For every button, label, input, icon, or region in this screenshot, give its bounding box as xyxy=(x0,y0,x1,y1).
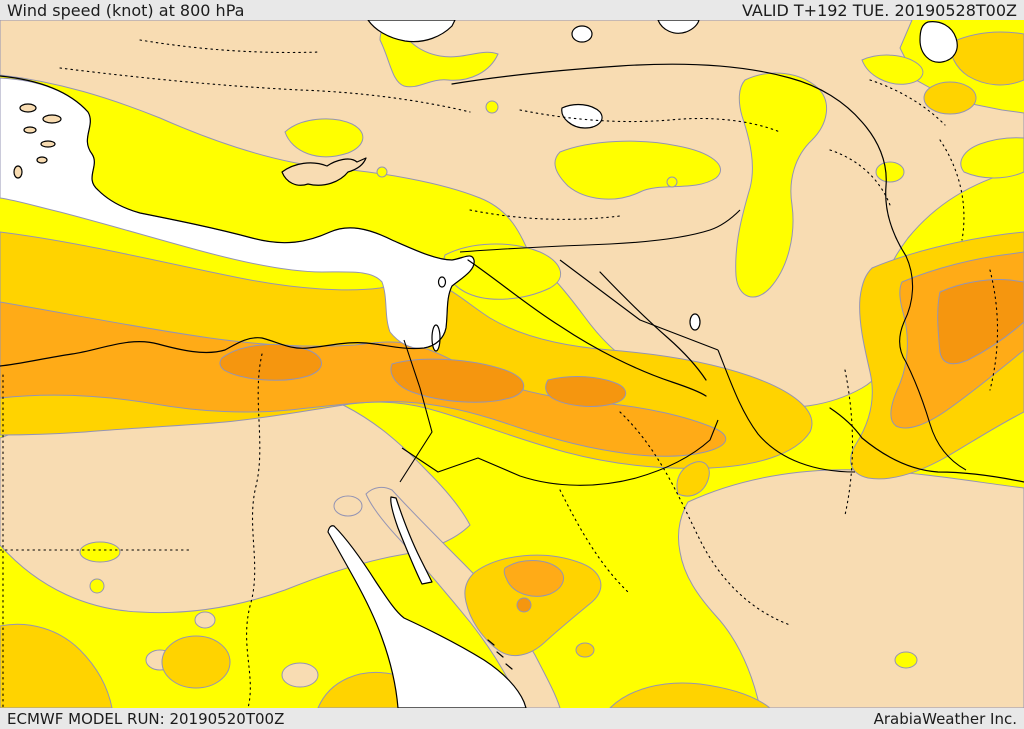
lake-inlet xyxy=(657,20,700,34)
model-run-label: ECMWF MODEL RUN: 20190520T00Z xyxy=(7,709,285,728)
mainland-coast xyxy=(0,63,1024,670)
border-turkey-syria xyxy=(459,209,741,253)
coastlines xyxy=(0,20,1024,708)
red-sea-islands xyxy=(487,639,513,670)
border-jordan-saudi xyxy=(401,419,719,486)
anatolia-levant-egypt-coast xyxy=(0,75,475,367)
lake-van xyxy=(561,103,603,129)
borders-solid xyxy=(399,209,967,486)
footer-bar: ECMWF MODEL RUN: 20190520T00Z ArabiaWeat… xyxy=(0,708,1024,729)
dead-sea xyxy=(431,324,441,352)
border-iraq-iran xyxy=(899,255,967,471)
gulf-of-aqaba xyxy=(390,496,433,585)
cyprus xyxy=(281,157,367,186)
contour-bands xyxy=(0,20,1024,708)
page-title: Wind speed (knot) at 800 hPa xyxy=(7,0,245,20)
band-deep-orange xyxy=(219,279,1024,613)
header-bar: Wind speed (knot) at 800 hPa VALID T+192… xyxy=(0,0,1024,20)
black-sea-inlet xyxy=(367,20,456,43)
nile-river-dotted xyxy=(246,353,263,708)
lake-tuz xyxy=(571,25,593,43)
islands xyxy=(13,103,367,186)
tigris-river xyxy=(599,271,707,381)
valid-time-label: VALID T+192 TUE. 20190528T00Z xyxy=(741,0,1017,20)
north-anatolia-line xyxy=(451,63,907,257)
band-yellow-patches xyxy=(79,20,1024,669)
border-egypt-israel xyxy=(399,339,433,483)
sea-of-galilee xyxy=(437,276,447,288)
wind-speed-contour-map xyxy=(0,20,1024,708)
border-iraq-saudi xyxy=(717,349,856,473)
red-sea xyxy=(327,525,527,708)
border-syria-iraq xyxy=(559,259,719,351)
lake-urmia xyxy=(919,21,958,63)
brand-label: ArabiaWeather Inc. xyxy=(873,709,1017,728)
euphrates-river xyxy=(467,259,707,397)
lake-tharthar xyxy=(689,313,701,331)
borders-dotted xyxy=(0,39,999,708)
